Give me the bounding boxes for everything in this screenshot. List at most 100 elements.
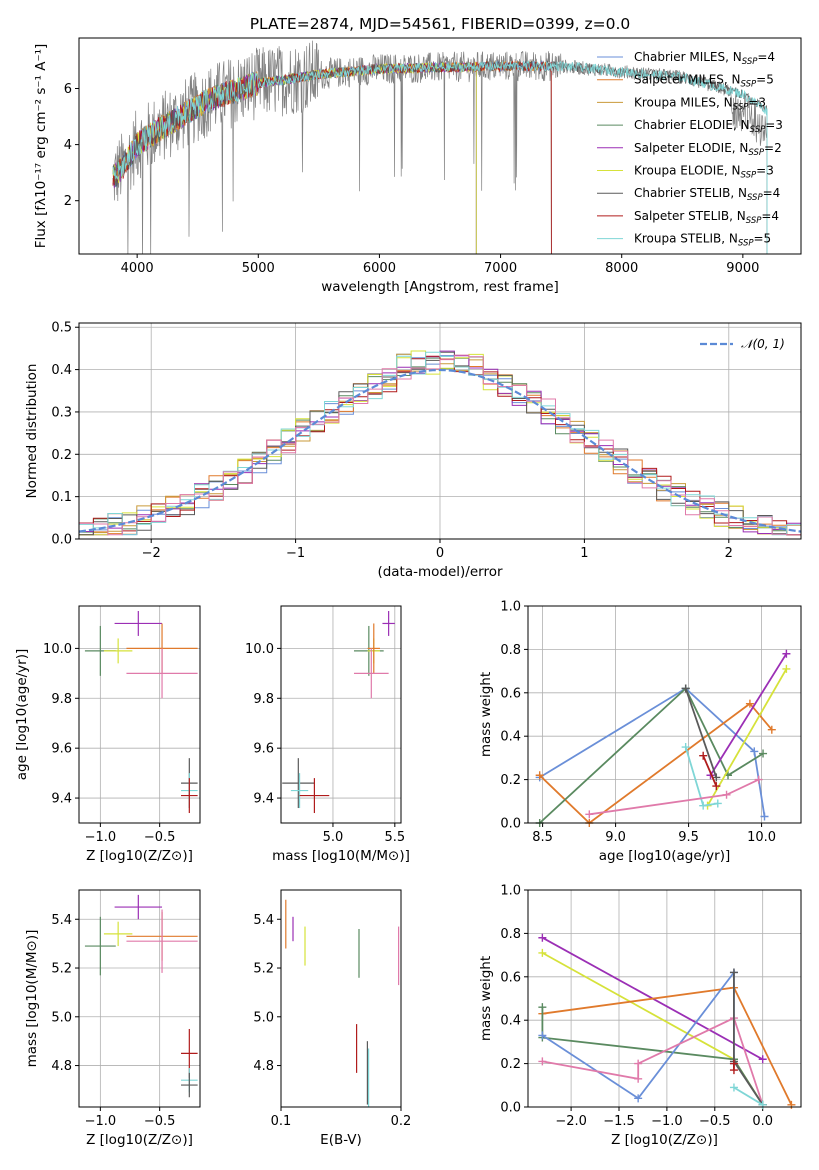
legend-count: =4 (761, 209, 779, 223)
axes-frame (527, 889, 802, 1108)
model-spectrum-kroupa_stelib (112, 60, 768, 254)
weight-line-salpeter_stelib (702, 755, 718, 787)
weight-marker-chabrier_elodie (759, 749, 768, 758)
mass-vs-ebv-panel: 0.1 0.2 4.8 5.0 5.2 5.4 E(B-V) (253, 889, 411, 1148)
weight-marker-pink (538, 1057, 547, 1066)
legend-label: Salpeter MILES, NSSP=5 (634, 73, 774, 90)
x-axis-label: Z [log10(Z/Z⊙)] (86, 1132, 193, 1148)
weight-line-chabrier_elodie (539, 687, 764, 823)
y-tick-label: 0.6 (500, 686, 521, 701)
weight-marker-pink (634, 1059, 643, 1068)
y-tick-label: 0.2 (51, 448, 72, 463)
y-tick-label: 4.8 (253, 1059, 274, 1074)
weight-marker-chabrier_stelib (681, 684, 690, 693)
weight-line-chabrier_miles (539, 687, 766, 817)
x-axis-label: (data-model)/error (377, 564, 503, 580)
y-axis-label: age [log10(age/yr)] (14, 649, 30, 781)
legend-subscript: SSP (746, 216, 762, 226)
weight-line-kroupa_elodie (541, 952, 764, 1106)
age-vs-mass-panel: 5.0 5.5 9.4 9.6 9.8 10.0 mass [log10(M/M⊙)] (245, 605, 410, 864)
legend-count: =4 (757, 50, 775, 64)
y-tick-label: 2 (64, 194, 72, 209)
x-tick-label: 10.0 (747, 830, 776, 845)
y-tick-label: 5.0 (51, 1010, 72, 1025)
y-tick-label: 9.8 (51, 692, 72, 707)
model-spectrum-chabrier_stelib (112, 59, 768, 254)
age-vs-metallicity-panel: −1.0 −0.5 9.4 9.6 9.8 10.0 Z [log10(Z/Z⊙)] age … (14, 605, 201, 864)
weight-marker-salpeter_stelib (699, 751, 708, 760)
x-tick-label: −1.0 (85, 830, 117, 845)
legend-label: Kroupa ELODIE, NSSP=3 (634, 164, 774, 181)
histogram-kroupa_stelib (79, 351, 801, 536)
y-tick-label: 0.0 (500, 817, 521, 832)
weight-line-pink (589, 778, 760, 816)
weight-marker-salpeter_miles (767, 725, 776, 734)
model-spectrum-salpeter_miles (112, 60, 552, 254)
x-tick-label: −0.5 (144, 830, 176, 845)
y-tick-label: 9.6 (51, 742, 72, 757)
x-tick-label: 7000 (484, 261, 517, 276)
weight-marker-chabrier_elodie (538, 1003, 547, 1012)
x-axis-label: E(B-V) (320, 1132, 362, 1148)
weight-marker-salpeter_miles (535, 771, 544, 780)
weight-marker-salpeter_miles (745, 699, 754, 708)
mass-weight-vs-age-panel: 8.5 9.0 9.5 10.0 0.0 0.2 0.4 0.6 0.8 1.0 age [log1… (478, 600, 802, 864)
x-tick-label: 4000 (121, 261, 154, 276)
x-axis-label: wavelength [Angstrom, rest frame] (321, 279, 559, 295)
x-tick-label: 9.0 (605, 830, 626, 845)
y-tick-label: 9.4 (253, 792, 274, 807)
legend-label: Salpeter STELIB, NSSP=4 (634, 209, 779, 226)
model-spectrum-chabrier_miles (112, 60, 552, 254)
x-axis-label: mass [log10(M/M⊙)] (272, 848, 410, 864)
weight-marker-kroupa_elodie (782, 664, 791, 673)
weight-marker-chabrier_miles (634, 1094, 643, 1103)
x-tick-label: −0.5 (699, 1114, 731, 1129)
y-tick-label: 5.4 (253, 913, 274, 928)
y-axis-label: mass weight (478, 956, 494, 1041)
legend-count: =3 (748, 95, 766, 109)
weight-marker-chabrier_miles (538, 1031, 547, 1040)
y-tick-label: 5.4 (51, 913, 72, 928)
x-tick-label: −0.5 (144, 1114, 176, 1129)
x-tick-label: 6000 (363, 261, 396, 276)
y-tick-label: 0.4 (500, 730, 521, 745)
x-tick-label: 1 (580, 546, 588, 561)
weight-line-kroupa_stelib (733, 1086, 764, 1106)
legend-subscript: SSP (733, 102, 749, 112)
weight-line-pink (542, 1016, 764, 1106)
weight-line-chabrier_stelib (684, 688, 718, 778)
y-tick-label: 0.0 (500, 1101, 521, 1116)
y-tick-label: 10.0 (245, 642, 274, 657)
model-spectrum-salpeter_stelib (112, 60, 552, 254)
x-tick-label: 9000 (726, 261, 759, 276)
y-axis-label: Flux [fλ10⁻¹⁷ erg cm⁻² s⁻¹ A⁻¹] (33, 44, 49, 249)
axes-frame (280, 889, 402, 1108)
legend-subscript: SSP (742, 57, 758, 67)
weight-marker-pink (634, 1074, 643, 1083)
residual-histogram-panel: −2 −1 0 1 2 0.0 0.1 0.2 0.3 0.4 0.5 (data-model)/er… (24, 321, 802, 580)
legend-count: =5 (754, 232, 772, 246)
x-axis-label: Z [log10(Z/Z⊙)] (611, 1132, 718, 1148)
weight-marker-salpeter_elodie (782, 649, 791, 658)
weight-marker-kroupa_stelib (729, 1083, 738, 1092)
legend-count: =3 (756, 164, 774, 178)
y-tick-label: 10.0 (43, 642, 72, 657)
y-tick-label: 5.2 (51, 962, 72, 977)
weight-line-kroupa_elodie (706, 668, 788, 807)
legend-label: Chabrier STELIB, NSSP=4 (634, 186, 780, 203)
legend-subscript: SSP (747, 193, 763, 203)
axes-frame (78, 605, 201, 824)
legend-label: Chabrier ELODIE, NSSP=3 (634, 118, 783, 135)
weight-marker-chabrier_miles (750, 747, 759, 756)
x-tick-label: −1.5 (603, 1114, 635, 1129)
legend-count: =3 (765, 118, 783, 132)
x-tick-label: 2 (725, 546, 733, 561)
weight-marker-kroupa_stelib (699, 801, 708, 810)
weight-marker-pink (585, 810, 594, 819)
legend-count: =4 (763, 186, 781, 200)
weight-marker-salpeter_stelib (729, 1066, 738, 1075)
legend-label: Kroupa STELIB, NSSP=5 (634, 232, 771, 249)
y-tick-label: 5.0 (253, 1010, 274, 1025)
y-axis-label: mass [log10(M/M⊙)] (24, 930, 40, 1068)
weight-marker-kroupa_stelib (681, 743, 690, 752)
